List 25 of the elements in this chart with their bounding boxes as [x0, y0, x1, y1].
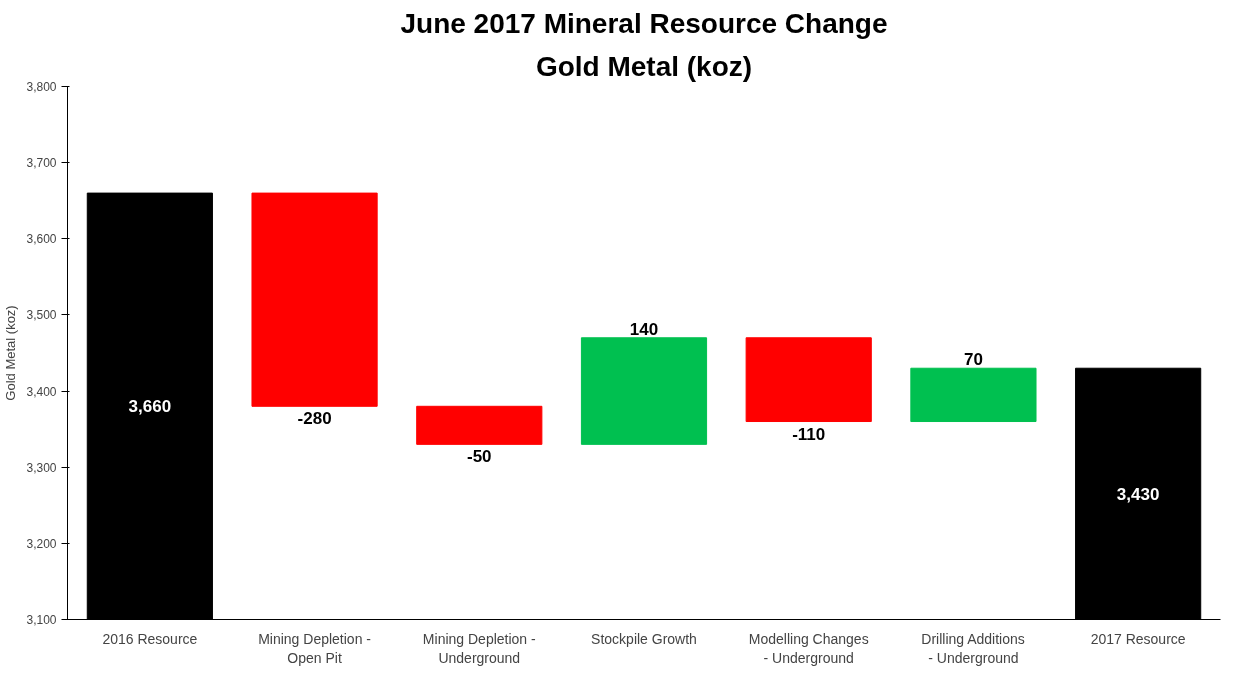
y-axis-title: Gold Metal (koz): [3, 305, 19, 401]
chart-title: June 2017 Mineral Resource Change: [400, 7, 888, 39]
data-label: -110: [792, 424, 826, 444]
y-tick-label: 3,700: [26, 156, 57, 171]
y-tick-label: 3,800: [26, 80, 57, 94]
data-label: 3,660: [128, 397, 172, 417]
x-tick-label: Mining Depletion - Open Pit: [258, 630, 372, 666]
x-tick-label: 2016 Resource: [102, 630, 198, 647]
chart-subtitle: Gold Metal (koz): [535, 50, 753, 82]
x-tick-label: Modelling Changes - Underground: [748, 630, 869, 666]
data-label: 70: [963, 350, 983, 370]
x-tick-label: Stockpile Growth: [591, 630, 697, 647]
data-label: -50: [467, 447, 492, 467]
data-label: 140: [629, 319, 659, 339]
y-tick-label: 3,200: [26, 536, 57, 551]
y-tick-label: 3,600: [26, 232, 57, 247]
data-label: 3,430: [1116, 484, 1160, 504]
x-tick-label: Drilling Additions - Underground: [921, 630, 1025, 666]
x-tick-label: Mining Depletion - Underground: [422, 630, 537, 666]
x-tick-label: 2017 Resource: [1090, 630, 1186, 647]
y-tick-label: 3,500: [26, 308, 57, 323]
y-tick-label: 3,300: [26, 460, 57, 475]
y-tick-label: 3,100: [26, 613, 57, 627]
data-label: -280: [297, 409, 332, 429]
y-tick-label: 3,400: [26, 384, 57, 399]
